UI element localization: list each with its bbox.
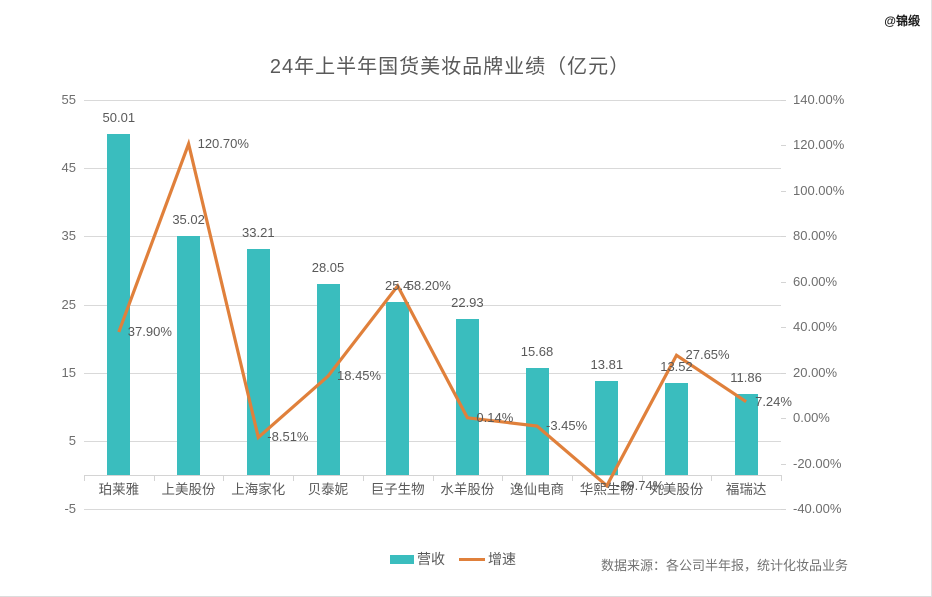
right-axis-tick <box>781 281 786 283</box>
growth-value-label: 120.70% <box>197 135 249 151</box>
bar-value-label: 22.93 <box>451 294 484 310</box>
category-label: 贝泰妮 <box>307 482 349 497</box>
category-label: 上美股份 <box>161 482 216 497</box>
growth-value-label: 0.14% <box>476 409 514 425</box>
category-label: 巨子生物 <box>370 482 425 497</box>
y-axis-tick-label-left: 45 <box>61 160 76 176</box>
gridline <box>84 100 781 101</box>
y-axis-tick-label-right: -40.00% <box>793 501 842 516</box>
right-axis-tick <box>781 463 786 465</box>
bar-value-label: 28.05 <box>311 259 345 275</box>
bar-value-label: 13.81 <box>590 356 624 372</box>
y-axis-tick-label-left: 5 <box>68 432 76 448</box>
revenue-bar <box>386 301 410 475</box>
x-axis-tick <box>571 474 573 481</box>
legend: 营收 增速 <box>390 549 516 569</box>
growth-value-label: 58.20% <box>406 277 451 293</box>
category-label: 珀莱雅 <box>98 482 140 497</box>
gridline <box>84 509 781 510</box>
x-axis-tick <box>502 474 504 481</box>
y-axis-tick-label-left: 35 <box>61 228 76 244</box>
y-axis-tick-label-right: -20.00% <box>793 455 842 471</box>
x-axis-tick <box>781 474 782 481</box>
chart-title: 24年上半年国货美妆品牌业绩（亿元） <box>269 56 631 78</box>
bar-value-label: 50.01 <box>102 110 136 125</box>
x-axis-tick <box>711 474 713 481</box>
bar-value-label: 25.4 <box>385 277 411 293</box>
y-axis-tick-label-right: 40.00% <box>793 319 838 335</box>
y-axis-tick-label-right: 120.00% <box>793 137 845 153</box>
bar-value-label: 11.86 <box>730 370 762 386</box>
category-label: 逸仙电商 <box>510 482 565 497</box>
legend-label-revenue: 营收 <box>417 551 445 567</box>
y-axis-tick-label-right: 100.00% <box>793 182 845 198</box>
x-axis-tick <box>223 474 225 481</box>
y-axis-tick-label-left: 15 <box>61 364 76 380</box>
y-axis-tick-label-right: 20.00% <box>793 364 838 380</box>
bar-swatch-icon <box>390 554 414 564</box>
right-axis-tick <box>781 190 786 192</box>
revenue-bar <box>595 380 619 475</box>
category-label: 福瑞达 <box>725 482 767 497</box>
right-axis-tick <box>781 145 786 147</box>
growth-value-label: 18.45% <box>337 368 382 384</box>
legend-item-growth: 增速 <box>459 549 516 569</box>
growth-value-label: -29.74% <box>615 477 665 493</box>
line-swatch-icon <box>459 557 485 561</box>
right-axis-tick <box>781 100 786 101</box>
right-axis-tick <box>781 509 786 510</box>
growth-value-label: -8.51% <box>267 429 309 445</box>
right-axis-tick <box>781 236 786 238</box>
y-axis-tick-label-left: 25 <box>61 296 76 312</box>
y-axis-tick-label-right: 140.00% <box>793 92 845 107</box>
right-axis-tick <box>781 372 786 374</box>
bar-value-label: 33.21 <box>242 224 275 240</box>
right-axis-tick <box>781 327 786 329</box>
y-axis-tick-label-left: -5 <box>64 501 76 516</box>
growth-value-label: -3.45% <box>546 418 588 433</box>
category-label: 华熙生物 <box>579 482 634 497</box>
legend-item-revenue: 营收 <box>390 549 445 569</box>
revenue-bar <box>455 318 479 475</box>
growth-value-label: 7.24% <box>755 393 792 409</box>
y-axis-tick-label-right: 60.00% <box>793 273 838 289</box>
y-axis-tick-label-left: 55 <box>61 92 76 107</box>
revenue-bar <box>177 236 201 475</box>
growth-value-label: 27.65% <box>685 347 730 363</box>
source-note: 数据来源：各公司半年报，统计化妆品业务 <box>600 558 848 573</box>
revenue-bar <box>665 382 688 475</box>
legend-label-growth: 增速 <box>488 551 516 567</box>
category-label: 水羊股份 <box>440 482 495 497</box>
growth-line-path <box>117 138 747 489</box>
x-axis-tick <box>153 474 155 481</box>
x-axis-tick <box>293 474 295 481</box>
watermark: @锦缎 <box>884 14 920 28</box>
right-axis-tick <box>781 418 786 420</box>
category-label: 上海家化 <box>231 482 286 497</box>
bar-value-label: 13.52 <box>660 358 693 374</box>
growth-value-label: 37.90% <box>127 324 172 339</box>
y-axis-tick-label-right: 80.00% <box>793 228 838 244</box>
gridline <box>84 168 781 170</box>
y-axis-tick-label-right: 0.00% <box>793 410 830 426</box>
category-label: 丸美股份 <box>649 482 704 497</box>
x-axis-tick <box>362 474 364 481</box>
x-axis-tick <box>432 474 434 481</box>
bar-value-label: 15.68 <box>520 344 554 359</box>
bar-value-label: 35.02 <box>172 212 205 228</box>
revenue-bar <box>107 134 131 475</box>
x-axis-tick <box>84 474 85 481</box>
